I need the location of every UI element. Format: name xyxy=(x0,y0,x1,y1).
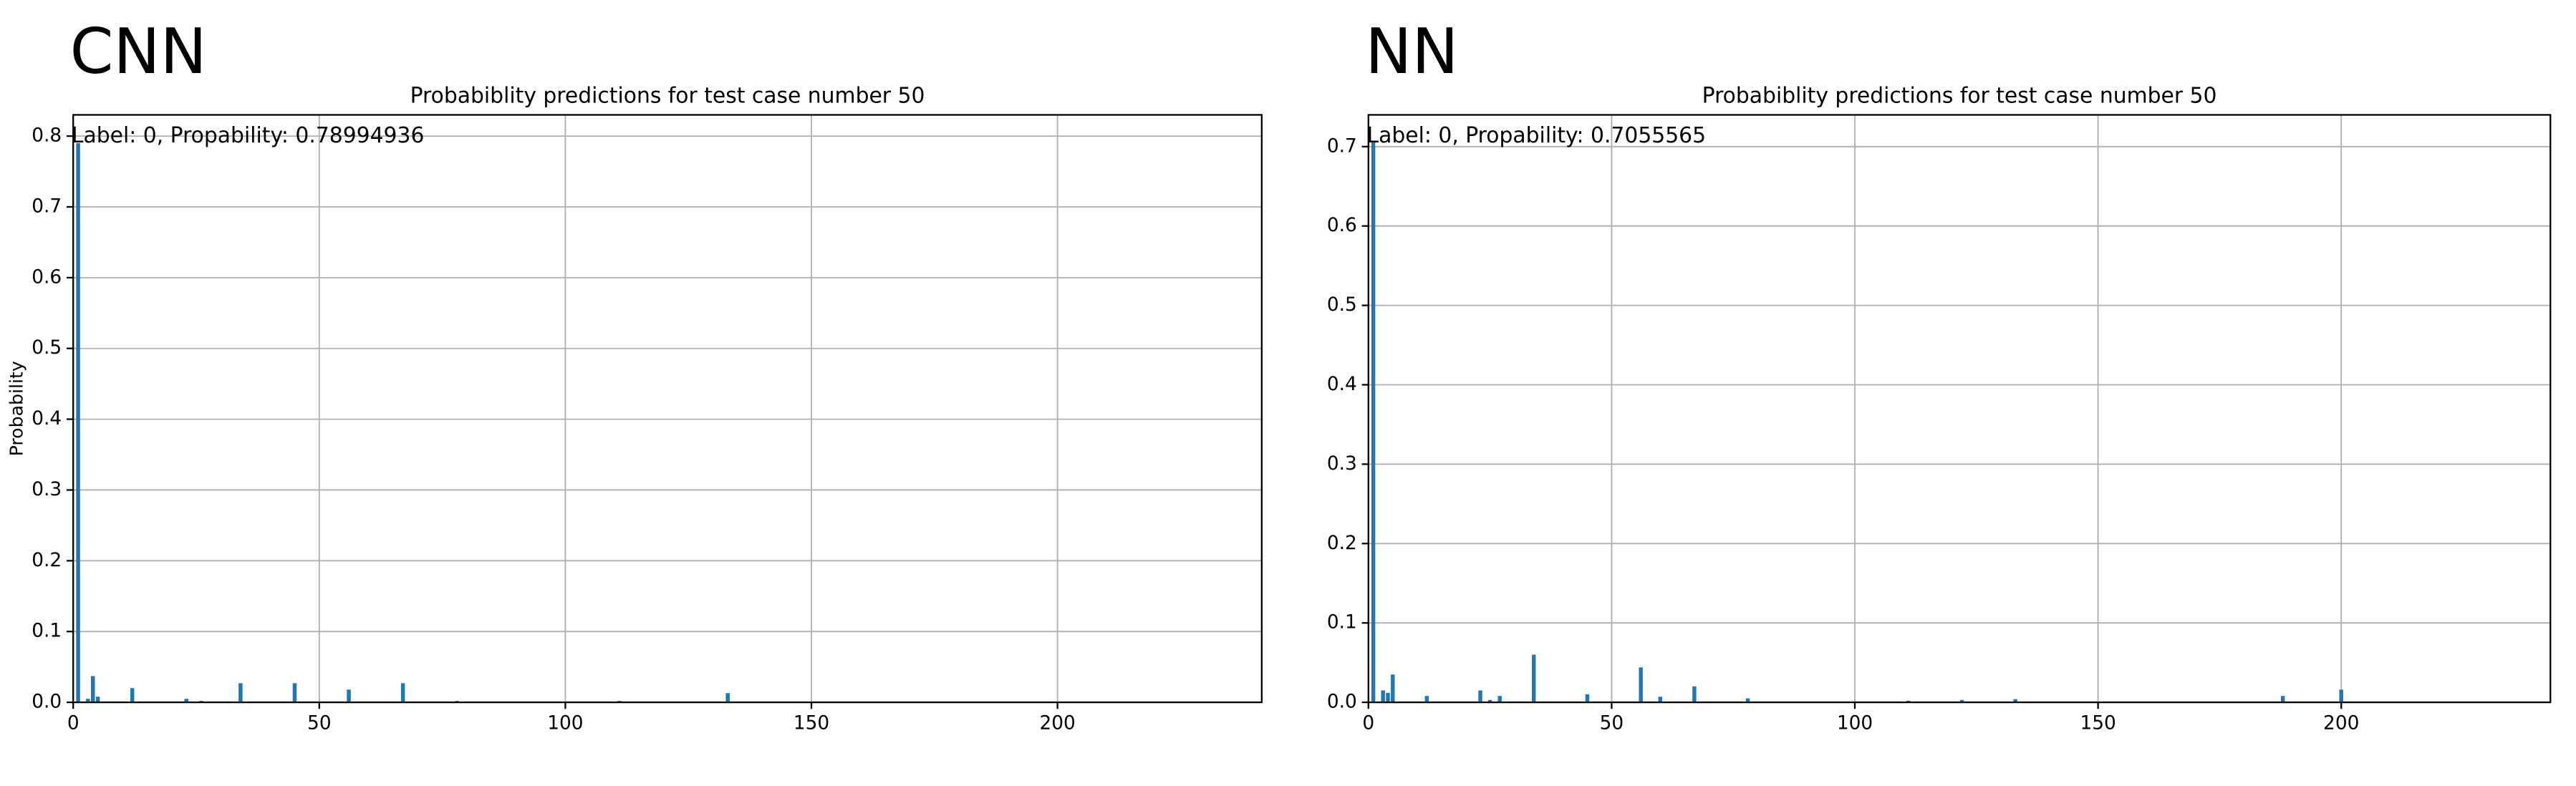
x-tick-label: 150 xyxy=(2080,712,2116,734)
x-tick-label: 150 xyxy=(793,712,829,734)
y-tick-label: 0.1 xyxy=(32,621,62,642)
x-tick-label: 0 xyxy=(67,712,79,734)
y-axis-label: Probability xyxy=(6,361,26,456)
bar xyxy=(90,676,95,703)
y-tick-label: 0.3 xyxy=(32,479,62,500)
bar xyxy=(725,693,730,703)
x-tick-label: 200 xyxy=(1039,712,1075,734)
bar xyxy=(95,697,100,703)
bar xyxy=(184,699,189,703)
bar xyxy=(1959,699,1964,703)
bar xyxy=(1371,142,1376,703)
bar xyxy=(1497,696,1502,703)
bar xyxy=(400,683,405,703)
bar xyxy=(1478,690,1482,703)
y-tick-label: 0.7 xyxy=(32,195,62,217)
bar xyxy=(292,683,297,703)
bar xyxy=(2339,689,2343,703)
y-tick-label: 0.6 xyxy=(32,266,62,288)
panel-heading: NN xyxy=(1365,15,1458,88)
bar xyxy=(2280,696,2285,703)
bar xyxy=(347,689,351,703)
x-tick-label: 0 xyxy=(1362,712,1374,734)
bar xyxy=(1639,667,1643,703)
bar xyxy=(1658,697,1663,703)
y-tick-label: 0.7 xyxy=(1327,135,1357,157)
y-tick-label: 0.4 xyxy=(1327,374,1357,395)
x-tick-label: 200 xyxy=(2323,712,2359,734)
bar xyxy=(1532,654,1536,703)
chart-title: Probabiblity predictions for test case n… xyxy=(1702,84,2217,109)
panel-heading: CNN xyxy=(70,15,207,88)
y-tick-label: 0.6 xyxy=(1327,215,1357,236)
bar xyxy=(1585,694,1590,703)
plot-frame xyxy=(1367,114,2552,704)
annotation: Label: 0, Propability: 0.78994936 xyxy=(72,123,424,148)
bar xyxy=(2013,699,2017,703)
y-tick-label: 0.0 xyxy=(32,692,62,713)
bar xyxy=(76,143,80,703)
y-tick-label: 0.4 xyxy=(32,408,62,430)
bar xyxy=(238,683,243,703)
y-tick-label: 0.2 xyxy=(32,550,62,571)
bar xyxy=(1391,674,1395,703)
annotation: Label: 0, Propability: 0.7055565 xyxy=(1367,123,1707,148)
y-tick-label: 0.5 xyxy=(32,337,62,359)
y-tick-label: 0.3 xyxy=(1327,453,1357,475)
bar xyxy=(130,688,135,703)
x-tick-label: 50 xyxy=(1600,712,1624,734)
bar xyxy=(86,699,90,703)
y-tick-label: 0.1 xyxy=(1327,612,1357,634)
y-tick-label: 0.2 xyxy=(1327,533,1357,554)
bar xyxy=(1424,696,1429,703)
y-tick-label: 0.0 xyxy=(1327,692,1357,713)
bar xyxy=(1487,699,1492,703)
bar xyxy=(1692,686,1697,703)
plot-frame xyxy=(72,114,1263,704)
x-tick-label: 100 xyxy=(1837,712,1873,734)
y-tick-label: 0.5 xyxy=(1327,294,1357,316)
chart-title: Probabiblity predictions for test case n… xyxy=(410,84,925,109)
bar xyxy=(1386,692,1390,703)
y-tick-label: 0.8 xyxy=(32,125,62,147)
x-tick-label: 50 xyxy=(307,712,332,734)
bar xyxy=(1745,698,1750,703)
bar xyxy=(1381,690,1385,703)
x-tick-label: 100 xyxy=(547,712,583,734)
